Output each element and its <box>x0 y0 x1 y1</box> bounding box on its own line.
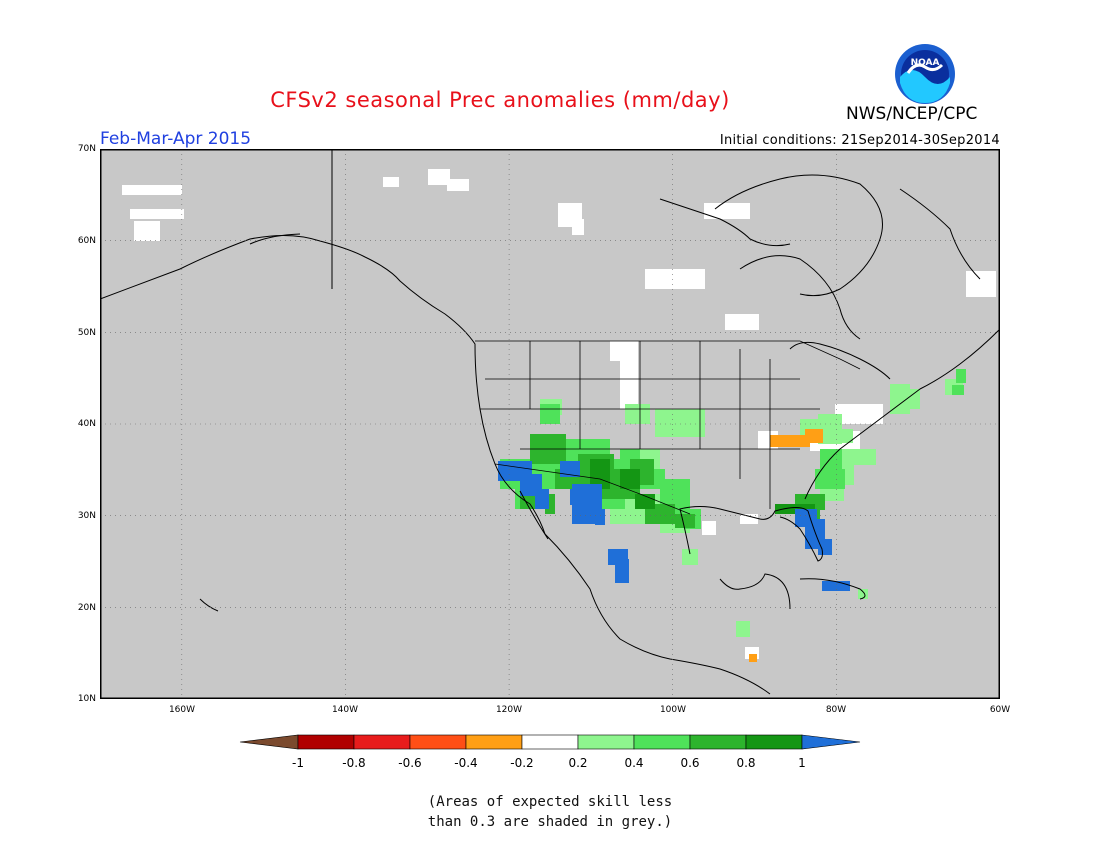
legend-bin <box>465 734 523 750</box>
legend-bin <box>689 734 747 750</box>
season-label: Feb-Mar-Apr 2015 <box>100 129 252 149</box>
legend-tick-label: 0.6 <box>680 756 699 770</box>
noaa-logo: NOAA <box>894 43 956 105</box>
legend-tick-label: -0.2 <box>510 756 533 770</box>
initial-conditions-label: Initial conditions: 21Sep2014-30Sep2014 <box>719 133 1000 148</box>
lon-tick-label: 120W <box>495 705 523 715</box>
footnote-line-1: (Areas of expected skill less <box>427 794 673 810</box>
lat-tick-label: 40N <box>77 419 96 429</box>
agency-label: NWS/NCEP/CPC <box>846 104 978 124</box>
lon-tick-label: 60W <box>989 705 1011 715</box>
legend-bin <box>409 734 467 750</box>
lat-tick-label: 70N <box>77 144 96 154</box>
legend-below-min-arrow <box>239 734 299 750</box>
lon-tick-label: 140W <box>331 705 359 715</box>
chart-title: CFSv2 seasonal Prec anomalies (mm/day) <box>270 88 730 112</box>
legend-bin <box>297 734 355 750</box>
legend-bin <box>577 734 635 750</box>
map-panel <box>99 149 1001 699</box>
map-border <box>100 149 1000 699</box>
lat-tick-label: 50N <box>77 328 96 338</box>
lat-tick-label: 20N <box>77 603 96 613</box>
precip-anomaly-map <box>99 149 1001 699</box>
legend-tick-label: 0.8 <box>736 756 755 770</box>
footnote-line-2: than 0.3 are shaded in grey.) <box>427 814 673 830</box>
legend-bin <box>633 734 691 750</box>
color-legend: -1 -0.8 -0.6 -0.4 -0.2 0.2 0.4 0.6 0.8 1 <box>238 731 863 771</box>
lon-tick-label: 100W <box>659 705 687 715</box>
legend-tick-label: -1 <box>292 756 304 770</box>
anomaly-minus-0.4-minus-0.2 <box>749 429 823 662</box>
lon-tick-label: 80W <box>825 705 847 715</box>
lat-tick-label: 10N <box>77 694 96 704</box>
legend-bar: -1 -0.8 -0.6 -0.4 -0.2 0.2 0.4 0.6 0.8 1 <box>239 734 861 770</box>
legend-tick-label: 0.2 <box>568 756 587 770</box>
political-borders <box>475 340 861 515</box>
logo-text: NOAA <box>911 58 940 68</box>
graticule <box>100 149 1000 699</box>
lat-tick-label: 30N <box>77 511 96 521</box>
legend-tick-label: -0.4 <box>454 756 477 770</box>
lat-tick-label: 60N <box>77 236 96 246</box>
legend-bin <box>745 734 803 750</box>
legend-bin <box>521 734 579 750</box>
footnote: (Areas of expected skill less than 0.3 a… <box>0 792 1100 832</box>
legend-bin <box>353 734 411 750</box>
lon-tick-label: 160W <box>168 705 196 715</box>
coastlines <box>99 149 1001 695</box>
legend-tick-label: 0.4 <box>624 756 643 770</box>
anomaly-above-1 <box>498 461 850 591</box>
legend-tick-label: -0.8 <box>342 756 365 770</box>
legend-tick-label: -0.6 <box>398 756 421 770</box>
legend-tick-label: 1 <box>798 756 806 770</box>
legend-above-max-arrow <box>801 734 861 750</box>
